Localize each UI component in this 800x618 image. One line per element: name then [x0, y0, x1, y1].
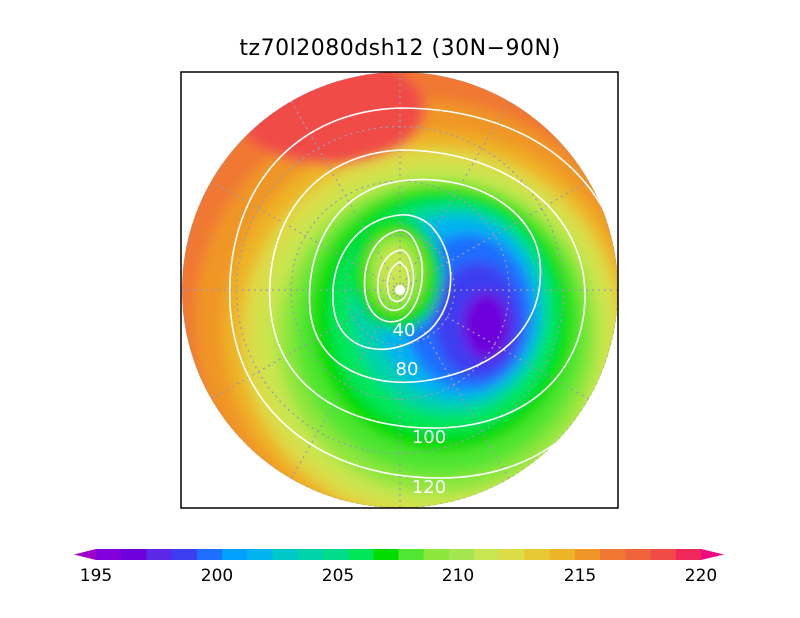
contour-line [268, 149, 586, 429]
colorbar-cell [625, 549, 652, 560]
colorbar-cell [600, 549, 626, 560]
contour-line [228, 107, 618, 479]
colorbar-label-195: 195 [79, 566, 113, 586]
colorbar-label-200: 200 [200, 566, 234, 586]
contour-label-40: 40 [393, 320, 416, 341]
contour-label-80: 80 [396, 359, 419, 380]
longitude-line [290, 289, 401, 480]
contour-line [376, 249, 415, 312]
height-contours [228, 107, 618, 479]
colorbar-cell [297, 549, 324, 560]
colorbar-cell [222, 549, 248, 560]
colorbar-label-215: 215 [563, 566, 597, 586]
longitude-line [399, 100, 510, 291]
colorbar-cell [474, 549, 500, 560]
colorbar-cell [322, 549, 349, 560]
contour-label-100: 100 [412, 427, 446, 448]
colorbar-cell [423, 549, 450, 560]
longitude-line [210, 180, 401, 291]
temperature-field [182, 72, 618, 508]
contour-label-120: 120 [412, 477, 446, 498]
longitude-line [210, 289, 401, 400]
colorbar-min-arrow [74, 549, 96, 560]
pole-marker [395, 285, 405, 295]
longitude-line [290, 100, 401, 291]
contour-line [386, 261, 410, 303]
colorbar-cell [499, 549, 526, 560]
map-frame [180, 71, 619, 509]
contour-line [363, 229, 424, 323]
colorbar-cell [171, 549, 198, 560]
plot-title: tz70l2080dsh12 (30N−90N) [239, 36, 561, 61]
colorbar-cell [146, 549, 173, 560]
colorbar-cell [524, 549, 551, 560]
colorbar-cell [574, 549, 601, 560]
contour-line [332, 214, 452, 351]
colorbar-cell [373, 549, 400, 560]
colorbar-cell [247, 549, 274, 560]
colorbar-cell [398, 549, 425, 560]
colorbar-cell [448, 549, 475, 560]
colorbar-cell [96, 549, 122, 560]
longitude-line [399, 180, 590, 291]
colorbar-label-210: 210 [441, 566, 475, 586]
colorbar-label-205: 205 [321, 566, 355, 586]
colorbar-cell [650, 549, 677, 560]
colorbar-cell [196, 549, 223, 560]
colorbar-label-220: 220 [684, 566, 718, 586]
contour-line [308, 178, 542, 384]
longitude-line [399, 289, 590, 400]
colorbar-cell [272, 549, 299, 560]
colorbar-max-arrow [701, 549, 724, 560]
lat-lon-grid [182, 72, 618, 508]
colorbar-cell [675, 549, 702, 560]
colorbar-cell [121, 549, 148, 560]
colorbar-cell [348, 549, 374, 560]
colorbar-cell [549, 549, 576, 560]
longitude-line [399, 289, 510, 480]
